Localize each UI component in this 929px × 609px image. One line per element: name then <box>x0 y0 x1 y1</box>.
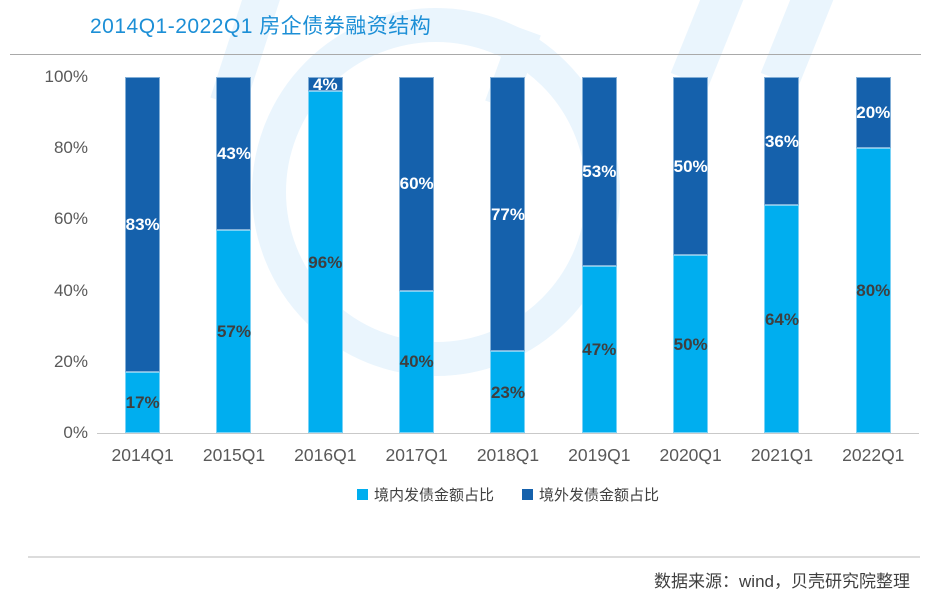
segment-domestic: 64% <box>764 205 800 433</box>
value-label: 20% <box>856 103 891 123</box>
bar-slot-2020Q1: 50% 50% <box>645 77 736 433</box>
y-tick-label: 40% <box>53 280 88 300</box>
bar-slot-2014Q1: 17% 83% <box>97 77 188 433</box>
legend-swatch-icon <box>522 489 533 500</box>
segment-overseas: 77% <box>490 77 526 352</box>
y-tick-label: 80% <box>53 138 88 158</box>
stacked-bar-2017Q1: 40% 60% <box>399 77 435 433</box>
bar-slot-2015Q1: 57% 43% <box>188 77 279 433</box>
plot-area: 17% 83% 57% 43% 96% 4% 40% 60% 23% 77% 47% 53% 50% 50… <box>97 74 919 434</box>
segment-overseas: 20% <box>855 77 891 149</box>
segment-domestic: 50% <box>673 255 709 433</box>
x-tick-label: 2022Q1 <box>842 445 905 465</box>
value-label: 53% <box>582 161 617 181</box>
value-label: 57% <box>216 322 251 342</box>
segment-overseas: 36% <box>764 77 800 206</box>
x-tick-label: 2021Q1 <box>750 445 814 465</box>
x-tick-label: 2017Q1 <box>385 445 448 465</box>
x-tick-label: 2015Q1 <box>202 445 266 465</box>
legend-item-domestic: 境内发债金额占比 <box>356 484 494 505</box>
segment-overseas: 53% <box>581 77 617 266</box>
segment-domestic: 80% <box>855 148 891 433</box>
legend-item-overseas: 境外发债金额占比 <box>522 484 659 505</box>
bar-slot-2019Q1: 47% 53% <box>554 77 645 433</box>
value-label: 64% <box>764 309 799 329</box>
stacked-bar-2022Q1: 80% 20% <box>855 77 891 433</box>
segment-overseas: 50% <box>673 77 709 255</box>
legend: 境内发债金额占比 境外发债金额占比 <box>97 484 919 505</box>
stacked-bar-2020Q1: 50% 50% <box>673 77 709 433</box>
segment-domestic: 57% <box>216 230 252 433</box>
x-tick-label: 2014Q1 <box>111 445 174 465</box>
value-label: 50% <box>673 334 708 354</box>
x-tick-label: 2020Q1 <box>659 445 722 465</box>
segment-domestic: 47% <box>581 265 617 433</box>
bar-slot-2021Q1: 64% 36% <box>736 77 827 433</box>
value-label: 60% <box>399 174 434 194</box>
x-tick-label: 2019Q1 <box>568 445 631 465</box>
value-label: 4% <box>313 74 338 94</box>
watermark-stripe <box>760 0 836 88</box>
y-axis: 0% 20% 40% 60% 80% 100% <box>0 67 88 442</box>
stacked-bar-2018Q1: 23% 77% <box>490 77 526 433</box>
value-label: 96% <box>308 252 343 272</box>
segment-overseas: 43% <box>216 77 252 231</box>
segment-domestic: 96% <box>307 91 343 433</box>
value-label: 40% <box>399 352 434 372</box>
value-label: 17% <box>125 393 160 413</box>
value-label: 23% <box>490 382 525 402</box>
stacked-bar-2014Q1: 17% 83% <box>125 77 161 433</box>
x-axis: 2014Q1 2015Q1 2016Q1 2017Q1 2018Q1 2019Q1 2020… <box>97 445 919 466</box>
x-tick-label: 2016Q1 <box>294 445 357 465</box>
value-label: 77% <box>490 204 525 224</box>
legend-swatch-icon <box>356 489 368 500</box>
segment-domestic: 23% <box>490 351 526 433</box>
y-tick-label: 0% <box>63 423 88 442</box>
value-label: 47% <box>582 339 617 359</box>
x-tick-label: 2018Q1 <box>476 445 540 465</box>
bar-slot-2017Q1: 40% 60% <box>371 77 462 433</box>
value-label: 83% <box>125 215 160 235</box>
stacked-bar-2021Q1: 64% 36% <box>764 77 800 433</box>
source-note: 数据来源：wind，贝壳研究院整理 <box>654 572 910 591</box>
y-tick-label: 100% <box>44 67 88 86</box>
segment-overseas: 83% <box>125 77 161 373</box>
value-label: 43% <box>216 144 251 164</box>
title-divider <box>10 54 921 55</box>
y-tick-label: 60% <box>53 209 88 229</box>
stacked-bar-2016Q1: 96% 4% <box>307 74 343 433</box>
segment-overseas: 60% <box>399 77 435 291</box>
legend-label: 境内发债金额占比 <box>373 487 494 504</box>
y-tick-label: 20% <box>53 351 88 371</box>
stacked-bar-2019Q1: 47% 53% <box>581 77 617 433</box>
chart-title: 2014Q1-2022Q1 房企债券融资结构 <box>90 15 432 38</box>
watermark-stripe <box>670 0 746 88</box>
value-label: 80% <box>856 281 891 301</box>
legend-label: 境外发债金额占比 <box>539 487 660 504</box>
segment-domestic: 17% <box>125 372 161 433</box>
value-label: 36% <box>764 131 799 151</box>
bar-slot-2018Q1: 23% 77% <box>462 77 553 433</box>
segment-overseas: 4% <box>307 74 343 94</box>
bar-slot-2022Q1: 80% 20% <box>828 77 919 433</box>
footer-divider <box>28 556 920 558</box>
stacked-bar-2015Q1: 57% 43% <box>216 77 252 433</box>
segment-domestic: 40% <box>399 290 435 433</box>
bar-slot-2016Q1: 96% 4% <box>280 74 371 433</box>
value-label: 50% <box>673 156 708 176</box>
